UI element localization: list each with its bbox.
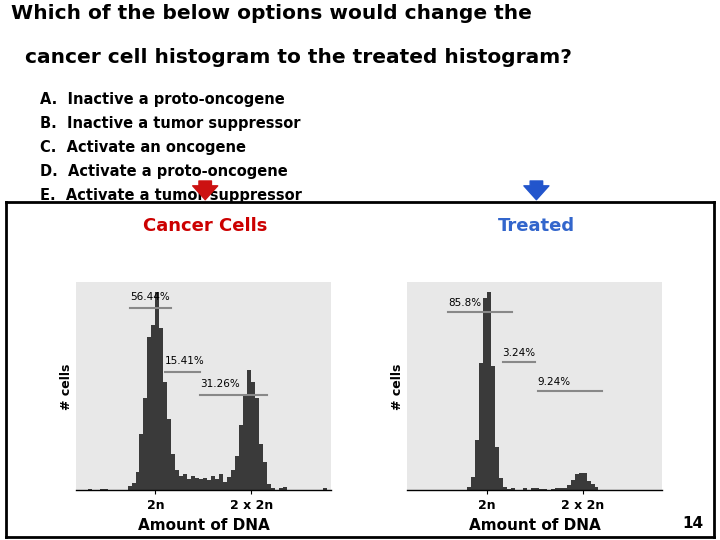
- Bar: [223, 482, 228, 490]
- Bar: [271, 488, 275, 490]
- Bar: [482, 298, 487, 490]
- Y-axis label: # cells: # cells: [391, 363, 404, 409]
- Bar: [215, 480, 220, 490]
- Bar: [151, 325, 156, 490]
- Bar: [228, 477, 231, 490]
- Bar: [207, 480, 212, 490]
- Text: Treated: Treated: [498, 217, 575, 235]
- Bar: [135, 472, 140, 490]
- Text: C.  Activate an oncogene: C. Activate an oncogene: [40, 140, 246, 155]
- Bar: [595, 488, 598, 490]
- Bar: [220, 474, 223, 490]
- Bar: [510, 488, 515, 490]
- Bar: [507, 489, 510, 490]
- Bar: [543, 489, 546, 490]
- Bar: [551, 489, 554, 490]
- Bar: [243, 394, 248, 490]
- Bar: [132, 483, 135, 490]
- Bar: [523, 488, 526, 490]
- Bar: [143, 398, 148, 490]
- Bar: [168, 419, 171, 490]
- Bar: [575, 474, 579, 490]
- Text: Which of the below options would change the: Which of the below options would change …: [11, 4, 531, 23]
- Bar: [88, 489, 91, 490]
- Bar: [503, 488, 507, 490]
- Text: 9.24%: 9.24%: [538, 377, 571, 387]
- Bar: [559, 488, 562, 490]
- Bar: [140, 434, 143, 490]
- Bar: [187, 479, 192, 490]
- Bar: [539, 489, 543, 490]
- Bar: [474, 440, 479, 490]
- Bar: [212, 476, 215, 490]
- Y-axis label: # cells: # cells: [60, 363, 73, 409]
- Bar: [256, 399, 259, 490]
- Bar: [248, 370, 251, 490]
- X-axis label: Amount of DNA: Amount of DNA: [138, 518, 269, 533]
- Text: 3.24%: 3.24%: [503, 348, 536, 357]
- Text: B.  Inactive a tumor suppressor: B. Inactive a tumor suppressor: [40, 116, 300, 131]
- Text: D.  Activate a proto-oncogene: D. Activate a proto-oncogene: [40, 164, 287, 179]
- Bar: [127, 486, 132, 490]
- Bar: [554, 488, 559, 490]
- Bar: [99, 489, 104, 490]
- Bar: [264, 462, 267, 490]
- Bar: [148, 337, 151, 490]
- Bar: [251, 382, 256, 490]
- Bar: [567, 485, 570, 490]
- Bar: [479, 363, 482, 490]
- Bar: [163, 382, 168, 490]
- Bar: [579, 472, 582, 490]
- Bar: [487, 292, 490, 490]
- Bar: [582, 472, 587, 490]
- Bar: [534, 488, 539, 490]
- FancyArrowPatch shape: [193, 181, 217, 200]
- Bar: [323, 489, 327, 490]
- Bar: [279, 488, 283, 490]
- FancyArrowPatch shape: [524, 181, 549, 200]
- Bar: [179, 476, 184, 490]
- Text: 56.44%: 56.44%: [130, 292, 170, 302]
- X-axis label: Amount of DNA: Amount of DNA: [469, 518, 600, 533]
- Bar: [176, 470, 179, 490]
- Text: 31.26%: 31.26%: [200, 379, 240, 389]
- Bar: [231, 470, 235, 490]
- Bar: [283, 487, 287, 490]
- Bar: [590, 484, 595, 490]
- Bar: [199, 479, 204, 490]
- Bar: [184, 475, 187, 490]
- Bar: [562, 488, 567, 490]
- Bar: [235, 456, 239, 490]
- Bar: [267, 484, 271, 490]
- Bar: [495, 447, 499, 490]
- Bar: [171, 454, 176, 490]
- Bar: [159, 328, 163, 490]
- Text: Cancer Cells: Cancer Cells: [143, 217, 267, 235]
- Bar: [471, 477, 474, 490]
- Bar: [195, 477, 199, 490]
- Bar: [239, 424, 243, 490]
- Bar: [531, 488, 534, 490]
- Text: 14: 14: [683, 516, 703, 531]
- Text: cancer cell histogram to the treated histogram?: cancer cell histogram to the treated his…: [11, 48, 572, 67]
- Text: 85.8%: 85.8%: [449, 298, 482, 308]
- Bar: [467, 488, 471, 490]
- Bar: [570, 480, 575, 490]
- Text: A.  Inactive a proto-oncogene: A. Inactive a proto-oncogene: [40, 92, 284, 107]
- Bar: [259, 444, 264, 490]
- Bar: [587, 481, 590, 490]
- Bar: [203, 478, 207, 490]
- Bar: [490, 366, 495, 490]
- Bar: [192, 476, 195, 490]
- Text: E.  Activate a tumor suppressor: E. Activate a tumor suppressor: [40, 188, 302, 203]
- Text: 15.41%: 15.41%: [165, 355, 204, 366]
- Bar: [104, 489, 107, 490]
- Bar: [499, 478, 503, 490]
- Bar: [156, 292, 159, 490]
